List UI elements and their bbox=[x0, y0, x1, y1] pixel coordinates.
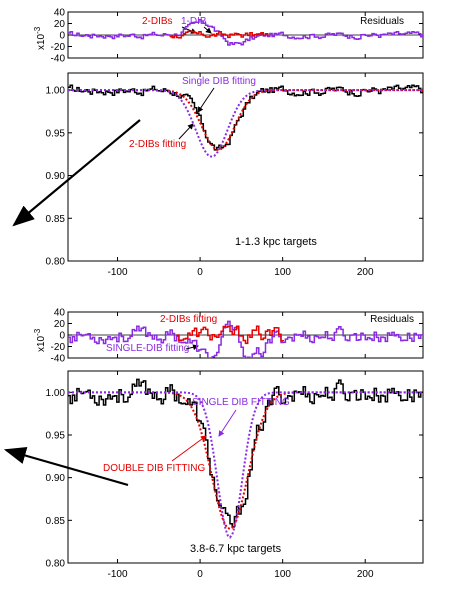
x-tick-label: 100 bbox=[274, 267, 291, 278]
x-tick-label: 0 bbox=[197, 569, 203, 580]
y-tick-label: 20 bbox=[54, 19, 66, 30]
x-tick-label: -100 bbox=[108, 569, 128, 580]
y-tick-label: 20 bbox=[54, 319, 66, 330]
bottom-big-arrow bbox=[3, 447, 129, 487]
x-tick-label: -100 bbox=[108, 267, 128, 278]
top-big-arrow bbox=[12, 119, 141, 227]
top-annotation-two: 2-DIBs fitting bbox=[129, 139, 186, 150]
bottom-annotation-single: SINGLE DIB FITTING bbox=[192, 397, 290, 408]
residual-single-dib-series bbox=[68, 18, 423, 46]
bottom-residual-panel: x10-3 Residuals 2-DIBs fitting SINGLE-DI… bbox=[33, 308, 424, 365]
residual-two-dib-series bbox=[170, 30, 269, 39]
residual-single-dib-series bbox=[68, 320, 423, 358]
single-dib-fit-series bbox=[68, 391, 423, 539]
y-tick-label: 0.80 bbox=[46, 257, 66, 268]
y-tick-label: 1.00 bbox=[46, 86, 66, 97]
bottom-annotation-double: DOUBLE DIB FITTING bbox=[103, 463, 205, 474]
bottom-residual-label-single: SINGLE-DIB fitting bbox=[106, 343, 189, 354]
top-annotation-single: Single DIB fitting bbox=[182, 76, 256, 87]
y-tick-label: 0 bbox=[59, 31, 65, 42]
bottom-annotation-single-arrow bbox=[218, 409, 237, 437]
y-tick-label: 0.90 bbox=[46, 171, 66, 182]
bottom-annotation-double-arrow bbox=[171, 435, 207, 462]
two-dib-fit-series bbox=[68, 391, 423, 530]
top-annotation-single-arrow bbox=[197, 87, 215, 113]
top-main-panel: 0.80 0.85 0.90 0.95 1.00 -100 0 100 200 Single D… bbox=[12, 72, 424, 278]
bottom-main-panel: 0.80 0.85 0.90 0.95 1.00 -100 0 100 200 SINGLE D… bbox=[3, 370, 424, 580]
y-tick-label: 40 bbox=[54, 308, 66, 319]
y-tick-label: 0 bbox=[59, 331, 65, 342]
observed-series bbox=[68, 84, 423, 151]
y-tick-label: 0.85 bbox=[46, 214, 66, 225]
top-residual-scale: x10-3 bbox=[33, 26, 47, 50]
x-tick-label: 0 bbox=[197, 267, 203, 278]
x-tick-label: 200 bbox=[357, 267, 374, 278]
single-dib-fit-series bbox=[68, 89, 423, 158]
top-residual-arrow-2 bbox=[203, 26, 212, 34]
y-tick-label: 0.85 bbox=[46, 516, 66, 527]
y-tick-label: -40 bbox=[51, 54, 66, 65]
y-tick-label: 0.90 bbox=[46, 473, 66, 484]
top-residual-label-2dib: 2-DIBs bbox=[142, 16, 173, 27]
y-tick-label: -20 bbox=[51, 42, 66, 53]
x-tick-label: 100 bbox=[274, 569, 291, 580]
x-tick-label: 200 bbox=[357, 569, 374, 580]
y-tick-label: 40 bbox=[54, 8, 66, 19]
bottom-residual-scale: x10-3 bbox=[33, 328, 47, 352]
bottom-residual-title: Residuals bbox=[370, 314, 414, 325]
top-panel-label: 1-1.3 kpc targets bbox=[235, 236, 317, 248]
y-tick-label: 1.00 bbox=[46, 388, 66, 399]
y-tick-label: 0.80 bbox=[46, 559, 66, 570]
y-tick-label: 0.95 bbox=[46, 128, 66, 139]
two-dib-fit-series bbox=[68, 89, 423, 151]
top-annotation-two-arrow bbox=[178, 123, 194, 140]
y-tick-label: 0.95 bbox=[46, 431, 66, 442]
bottom-panel-label: 3.8-6.7 kpc targets bbox=[190, 543, 282, 555]
top-main-frame bbox=[67, 72, 424, 262]
residual-two-dib-series bbox=[176, 325, 284, 345]
bottom-residual-label-2dib: 2-DIBs fitting bbox=[160, 314, 217, 325]
y-tick-label: -40 bbox=[51, 354, 66, 365]
y-tick-label: -20 bbox=[51, 342, 66, 353]
top-residual-title: Residuals bbox=[360, 16, 404, 27]
